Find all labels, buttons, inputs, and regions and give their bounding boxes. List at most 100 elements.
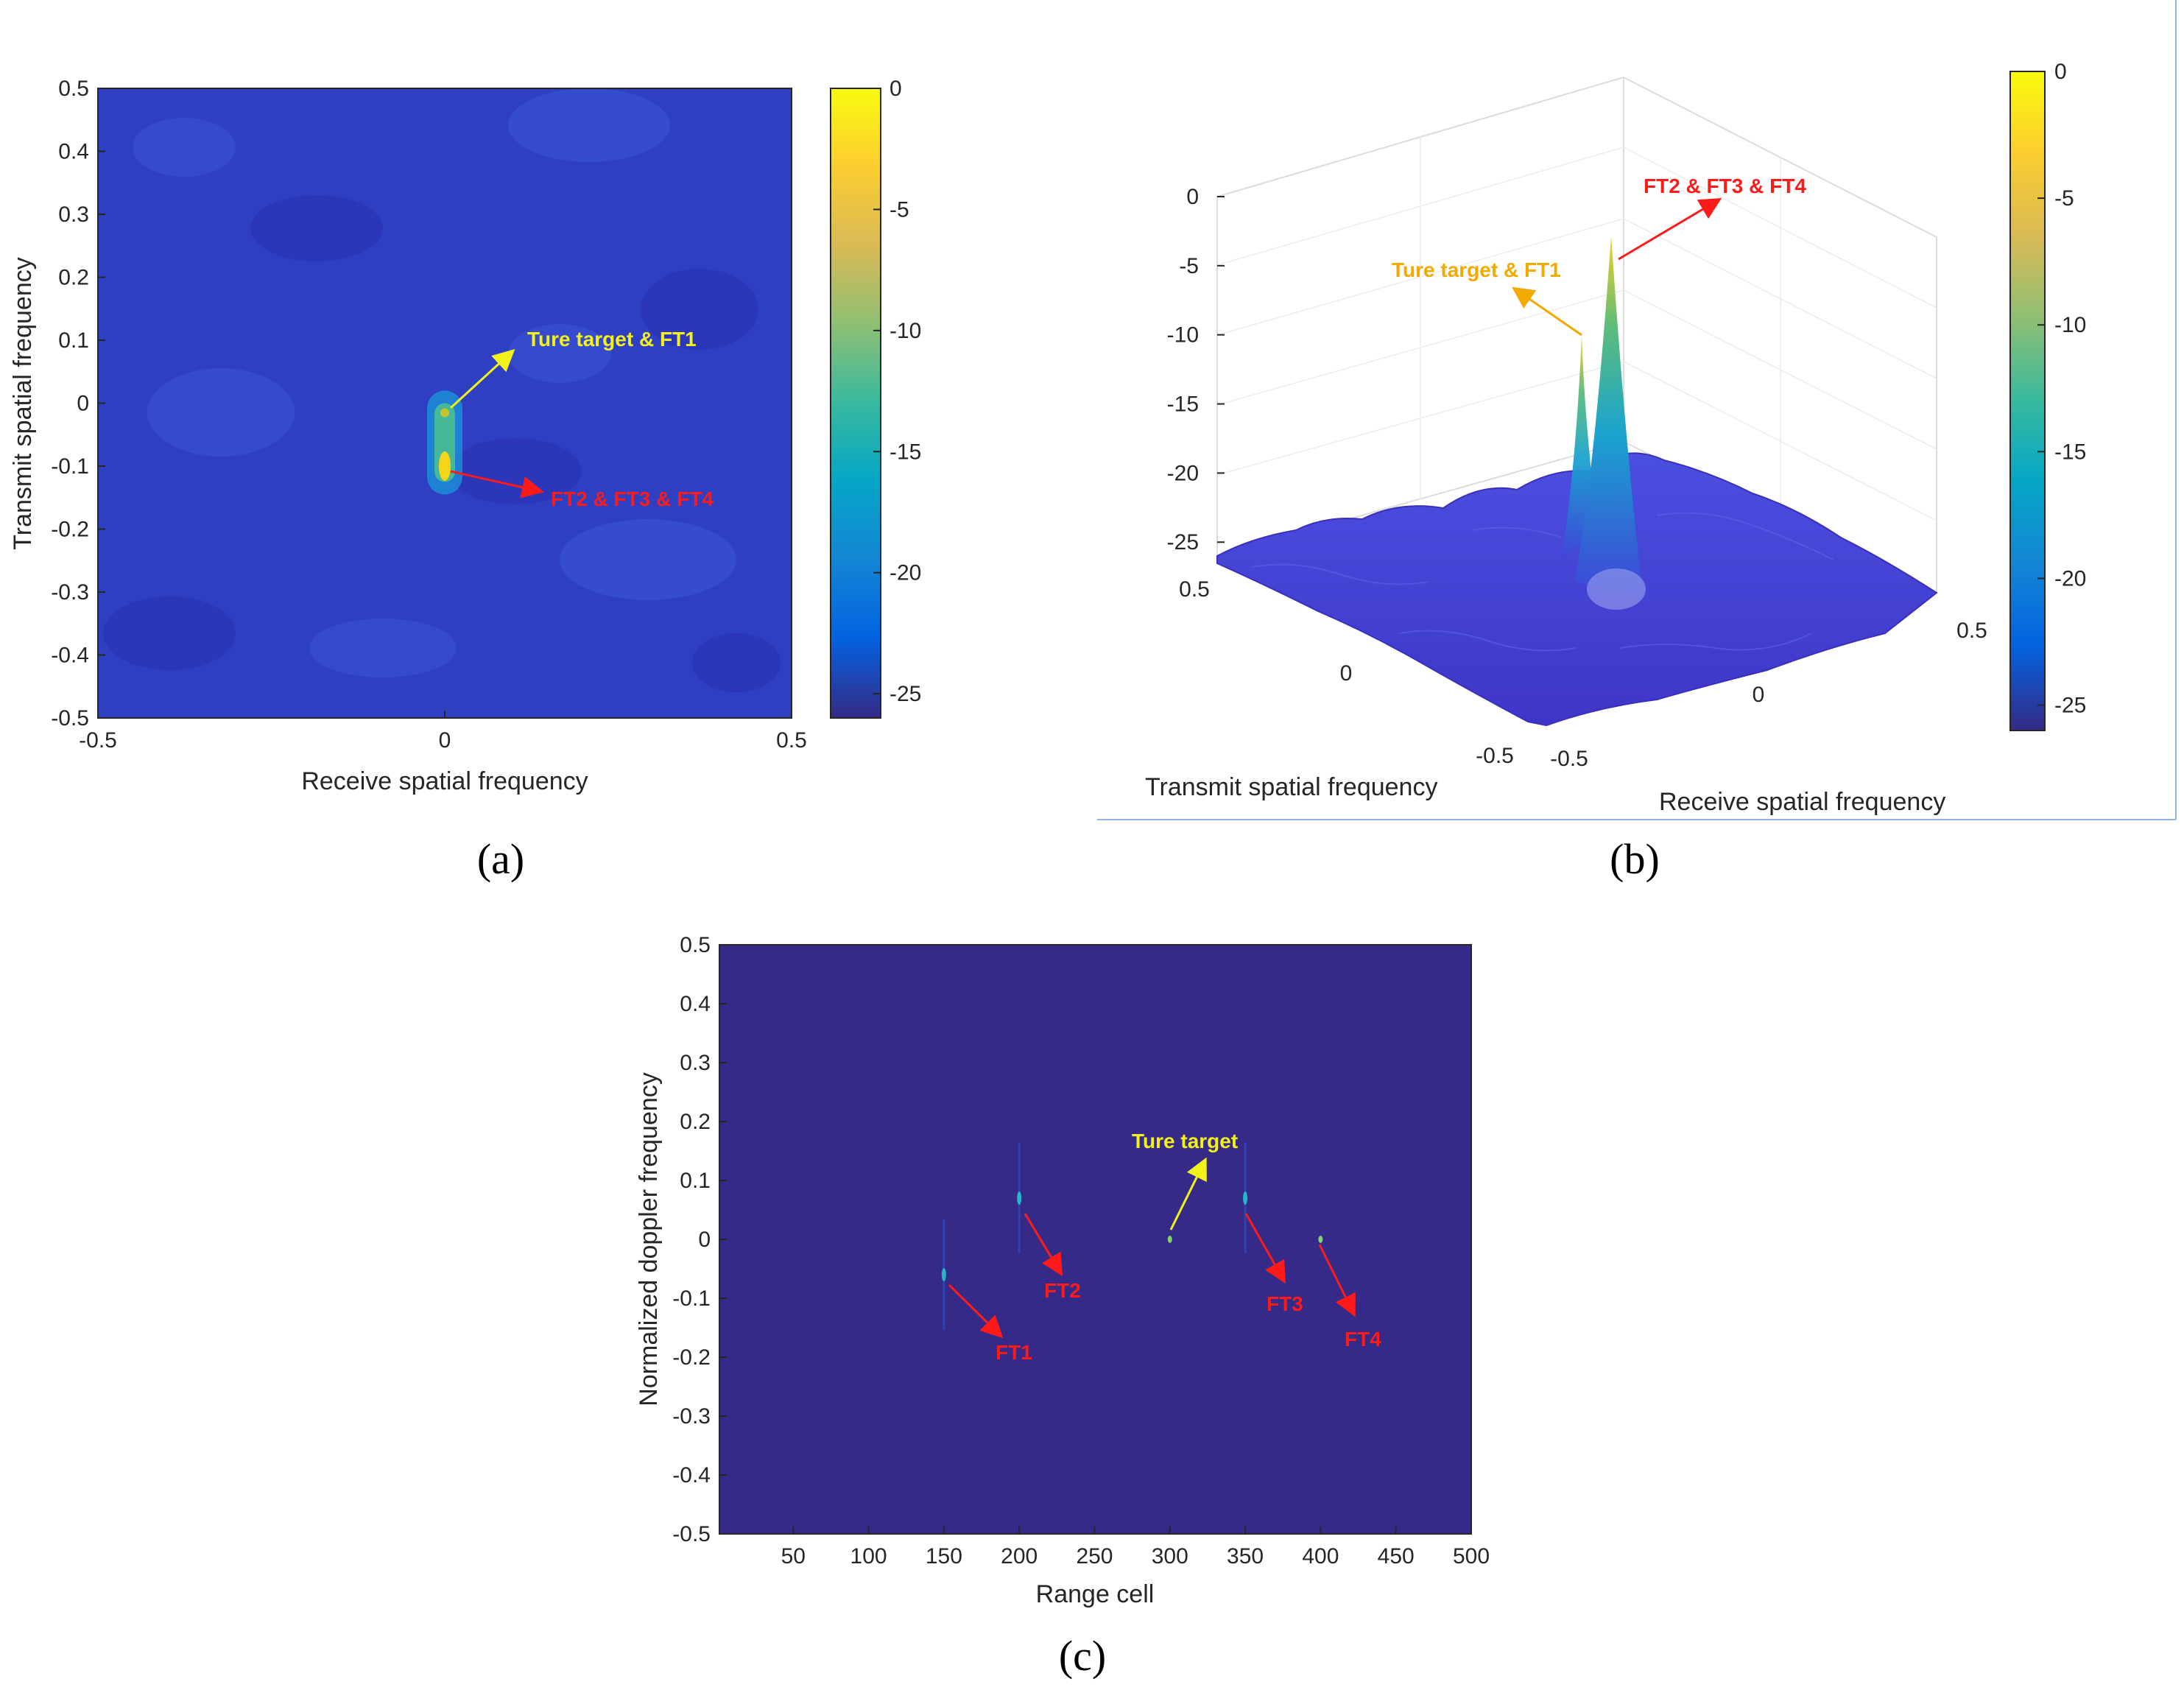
heatmap-a-ytick-label: -0.4 <box>51 644 89 668</box>
panel-b-label: (b) <box>1610 835 1660 883</box>
heatmap-c-targets <box>941 1143 1323 1330</box>
panel-a-label: (a) <box>477 835 524 883</box>
colorbar-b-tick-label: -5 <box>2054 186 2074 211</box>
surface-b-ztick-label: -15 <box>1167 392 1199 417</box>
heatmap-c-xtick-label: 150 <box>926 1544 962 1568</box>
heatmap-c-xtick-label: 450 <box>1378 1544 1415 1568</box>
panel-c-label: (c) <box>1059 1632 1106 1680</box>
surface-b-ztick-label: -20 <box>1167 461 1199 485</box>
colorbar-a-ticks: 0 -5 -10 -15 -20 -25 <box>873 77 921 706</box>
heatmap-c-xtick-label: 300 <box>1152 1544 1188 1568</box>
annotation-c-ft2-arrow <box>1024 1213 1063 1277</box>
surface-b-ztick-label: 0 <box>1186 185 1199 209</box>
surface-b-zticks: 0 -5 -10 -15 -20 -25 <box>1167 185 1225 554</box>
heatmap-c-xticks: 50 100 150 200 250 300 350 400 450 500 <box>781 1527 1490 1568</box>
surface-b-xtick-label: 0.5 <box>1956 619 1987 643</box>
surface-b-spike-base <box>1587 568 1646 610</box>
annotation-c-ft4: FT4 <box>1345 1328 1381 1351</box>
annotation-a-ft234: FT2 & FT3 & FT4 <box>551 487 714 510</box>
heatmap-c-xtick-label: 100 <box>850 1544 887 1568</box>
heatmap-a-ytick-label: -0.1 <box>51 454 89 479</box>
colorbar-b-tick-label: -10 <box>2054 313 2086 337</box>
heatmap-c-xtick-label: 500 <box>1453 1544 1490 1568</box>
heatmap-a-yticks: 0.5 0.4 0.3 0.2 0.1 0 -0.1 -0.2 -0.3 -0.4 -0.5 <box>51 77 105 730</box>
panel-c: 50 100 150 200 250 300 350 400 450 500 0.50.40.30… <box>635 933 1490 1680</box>
heatmap-a-ytick-label: -0.2 <box>51 518 89 542</box>
heatmap-c-xtick-label: 50 <box>781 1544 806 1568</box>
colorbar-a-tick-label: 0 <box>890 77 902 101</box>
annotation-b-orange-arrow <box>1512 286 1582 337</box>
annotation-a-yellow-arrow <box>449 348 515 409</box>
surface-b-xticks: -0.5 0 0.5 <box>1550 619 1987 771</box>
colorbar-a-tick-label: -25 <box>890 682 921 706</box>
panel-b: 0 -5 -10 -15 -20 -25 -0.5 0 0.5 0.5 0 -0.5 Transm… <box>1097 0 2177 883</box>
heatmap-c-ytick-label: -0.4 <box>672 1463 711 1487</box>
heatmap-c-xlabel: Range cell <box>1036 1580 1155 1608</box>
heatmap-c-ytick-label: 0.3 <box>680 1051 711 1075</box>
surface-b-ytick-label: 0.5 <box>1179 577 1210 602</box>
annotation-c-ft1: FT1 <box>996 1341 1032 1364</box>
panel-a: -0.5 0 0.5 0.5 0.4 0.3 0.2 0.1 0 -0.1 -0.2 -0.3 -0.… <box>9 77 921 883</box>
annotation-c-true-target: Ture target <box>1132 1130 1238 1152</box>
heatmap-c-xtick-label: 200 <box>1001 1544 1038 1568</box>
annotation-c-ft2: FT2 <box>1044 1279 1081 1302</box>
heatmap-a-xtick-label: 0 <box>439 728 451 753</box>
heatmap-a-xtick-label: 0.5 <box>776 728 807 753</box>
annotation-c-ft4-arrow <box>1318 1244 1356 1317</box>
heatmap-c-target-ture-target <box>1167 1236 1172 1243</box>
colorbar-b-tick-label: -15 <box>2054 440 2086 464</box>
heatmap-a-ytick-label: 0.3 <box>58 203 89 227</box>
annotation-b-true-target: Ture target & FT1 <box>1392 258 1561 281</box>
heatmap-a-ylabel: Transmit spatial frequency <box>9 257 37 549</box>
surface-b-ytick-label: 0 <box>1340 661 1353 686</box>
heatmap-c-target-ft3 <box>1243 1191 1248 1205</box>
surface-b-xtick-label: 0 <box>1753 683 1765 707</box>
heatmap-a-xlabel: Receive spatial frequency <box>301 767 588 795</box>
surface-b-ytick-label: -0.5 <box>1476 744 1514 768</box>
heatmap-c-target-ft2 <box>1017 1191 1022 1205</box>
heatmap-a-xtick-label: -0.5 <box>79 728 117 753</box>
surface-b-ztick-label: -10 <box>1167 323 1199 348</box>
annotation-c-ft3: FT3 <box>1267 1292 1303 1315</box>
heatmap-c-ytick-label: 0.4 <box>680 992 711 1016</box>
heatmap-c-ytick-label: 0.2 <box>680 1110 711 1134</box>
heatmap-a-peaks <box>427 390 462 495</box>
annotation-c-ft3-arrow <box>1244 1213 1286 1284</box>
heatmap-a-texture <box>103 88 781 692</box>
colorbar-a-tick-label: -15 <box>890 440 921 464</box>
annotation-c-true-arrow <box>1169 1157 1207 1230</box>
surface-b-gridlines <box>1216 137 1937 521</box>
heatmap-c-target-ft4 <box>1318 1236 1323 1243</box>
heatmap-c-xtick-label: 250 <box>1076 1544 1113 1568</box>
heatmap-a-ytick-label: 0.2 <box>58 266 89 290</box>
annotation-b-red-arrow <box>1618 197 1722 261</box>
colorbar-a-tick-label: -10 <box>890 319 921 343</box>
heatmap-c-ytick-label: -0.1 <box>672 1286 711 1311</box>
heatmap-a-peak-2 <box>439 451 451 481</box>
heatmap-c-ytick-label: -0.3 <box>672 1404 711 1429</box>
colorbar-a-tick-label: -20 <box>890 561 921 585</box>
heatmap-a-xticks: -0.5 0 0.5 <box>79 711 807 753</box>
heatmap-a-ytick-label: 0.5 <box>58 77 89 101</box>
surface-b-xtick-label: -0.5 <box>1550 747 1588 771</box>
heatmap-c-ytick-label: -0.2 <box>672 1345 711 1370</box>
surface-b-ripples <box>1251 512 1834 652</box>
heatmap-a-ytick-label: -0.5 <box>51 706 89 730</box>
surface-b-ztick-label: -5 <box>1179 254 1199 278</box>
heatmap-c-xtick-label: 400 <box>1302 1544 1339 1568</box>
heatmap-a-ytick-label: 0 <box>77 392 89 416</box>
surface-b-ylabel: Transmit spatial frequency <box>1145 773 1437 801</box>
colorbar-b <box>2009 71 2046 731</box>
colorbar-b-tick-label: -25 <box>2054 694 2086 718</box>
surface-b-xlabel: Receive spatial frequency <box>1659 788 1945 816</box>
annotation-b-ft234: FT2 & FT3 & FT4 <box>1644 175 1806 197</box>
heatmap-c-ytick-label: -0.5 <box>672 1522 711 1546</box>
heatmap-c-xtick-label: 350 <box>1227 1544 1264 1568</box>
surface-b-spike-ft234 <box>1574 236 1644 596</box>
annotation-a-red-arrow <box>450 470 544 499</box>
heatmap-c-target-ft1 <box>941 1268 946 1281</box>
heatmap-a-peak-1 <box>440 408 449 418</box>
heatmap-a-ytick-label: -0.3 <box>51 580 89 605</box>
annotation-c-ft1-arrow <box>948 1284 1004 1339</box>
